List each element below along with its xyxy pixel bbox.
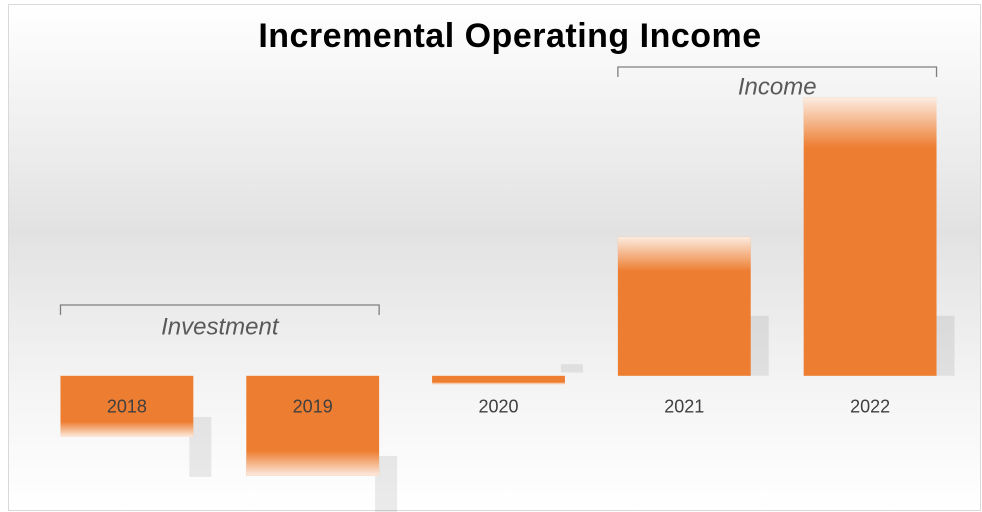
bar-shadow — [189, 416, 212, 477]
x-tick-label: 2020 — [478, 397, 518, 417]
bar-fade — [246, 450, 380, 476]
bar-fade — [432, 382, 565, 385]
annotation: Income — [738, 73, 817, 100]
bar-fade — [617, 236, 751, 272]
x-tick-label: 2018 — [107, 397, 147, 417]
bar-shadow — [932, 315, 955, 376]
x-tick-label: 2019 — [293, 397, 333, 417]
x-tick-label: 2022 — [850, 397, 890, 417]
bar — [432, 375, 565, 385]
annotation-bracket — [59, 304, 380, 315]
bar-fade — [803, 97, 937, 148]
annotation-bracket — [617, 66, 938, 77]
annotation: Investment — [161, 313, 280, 340]
bar-shadow — [375, 455, 398, 512]
bar-fade — [60, 421, 194, 437]
bar-shadow — [560, 364, 583, 373]
chart-title: Incremental Operating Income — [258, 17, 761, 55]
x-tick-label: 2021 — [664, 397, 704, 417]
bar-shadow — [746, 315, 769, 376]
